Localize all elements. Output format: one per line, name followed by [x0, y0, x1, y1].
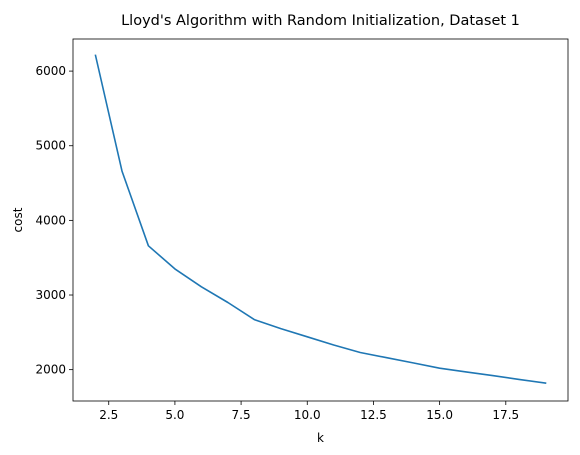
- x-tick-label: 15.0: [426, 408, 453, 422]
- y-axis-label: cost: [11, 207, 25, 232]
- x-tick-label: 17.5: [492, 408, 519, 422]
- plot-frame: [72, 38, 569, 402]
- x-tick-label: 5.0: [165, 408, 184, 422]
- x-axis-label: k: [317, 431, 324, 445]
- y-tick-label: 2000: [35, 363, 66, 377]
- x-axis-ticks: 2.5 5.0 7.5 10.0 12.5 15.0 17.5: [99, 401, 519, 422]
- x-tick-label: 7.5: [232, 408, 251, 422]
- y-tick-label: 6000: [35, 64, 66, 78]
- x-tick-label: 12.5: [360, 408, 387, 422]
- x-tick-label: 10.0: [294, 408, 321, 422]
- y-axis-ticks: 2000 3000 4000 5000 6000: [35, 64, 73, 377]
- y-tick-label: 3000: [35, 288, 66, 302]
- plot-series: [94, 54, 547, 385]
- chart-title: Lloyd's Algorithm with Random Initializa…: [121, 13, 520, 29]
- cost-series-line: [94, 54, 547, 385]
- y-tick-label: 5000: [35, 139, 66, 153]
- y-tick-label: 4000: [35, 213, 66, 227]
- x-tick-label: 2.5: [99, 408, 118, 422]
